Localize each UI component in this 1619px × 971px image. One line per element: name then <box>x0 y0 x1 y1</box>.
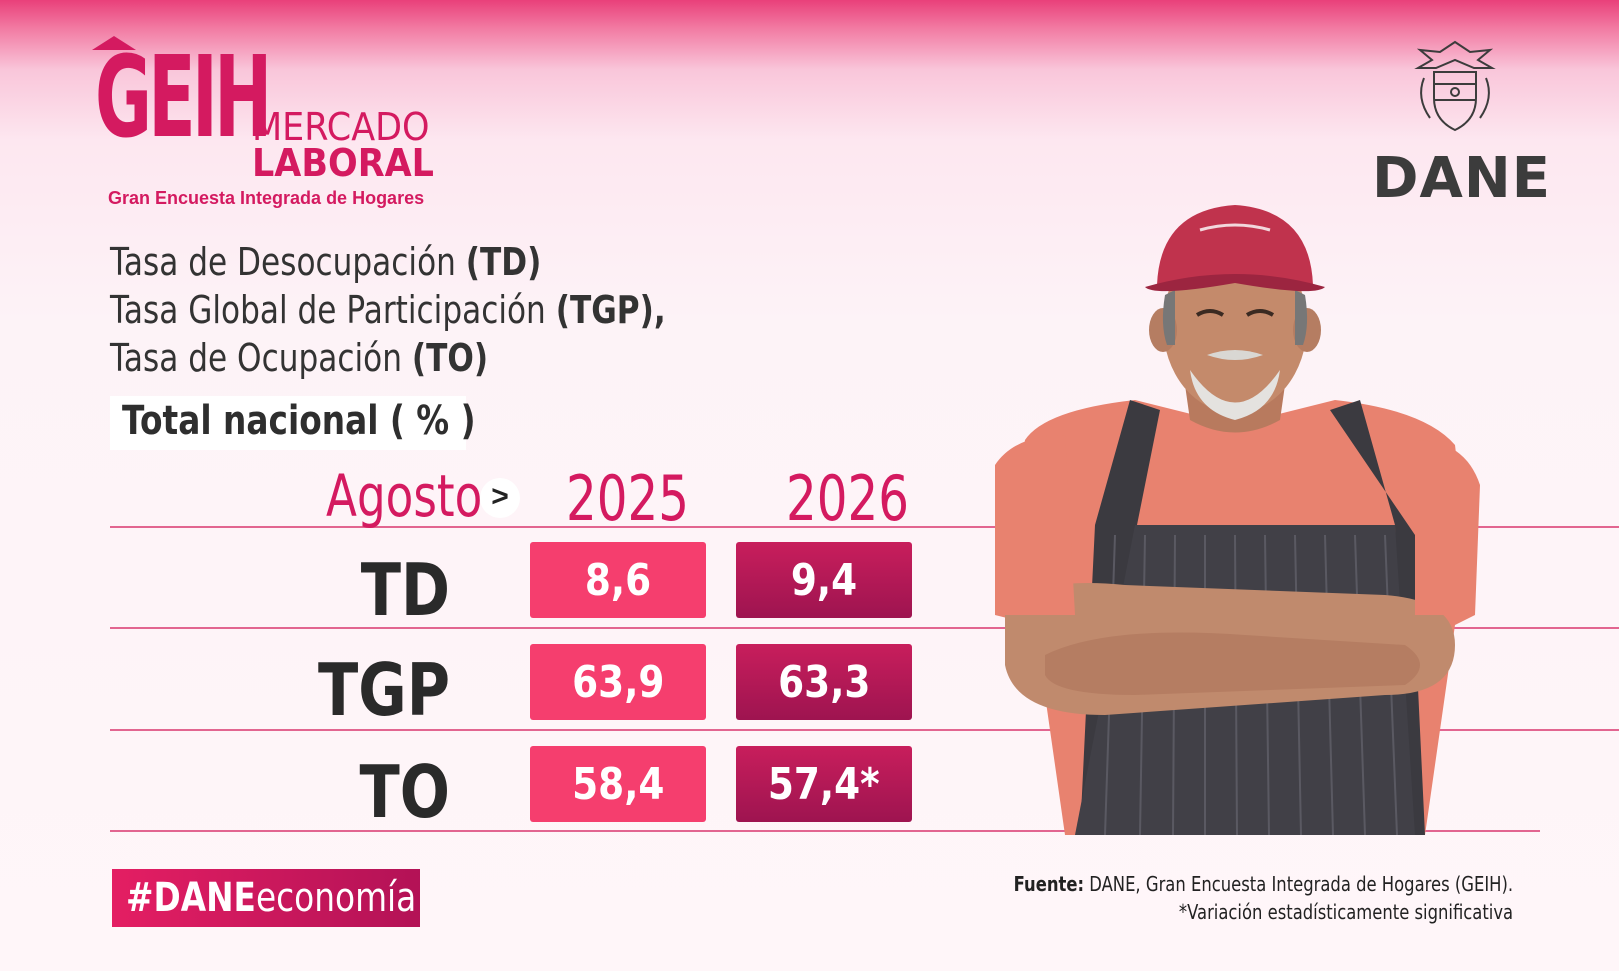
logo-subtitle: Gran Encuesta Integrada de Hogares <box>108 188 425 208</box>
logo-roof-icon <box>92 36 136 50</box>
hashtag-bold: #DANE <box>126 875 256 921</box>
to-2025-value: 58,4 <box>530 746 706 822</box>
hashtag-badge: #DANEeconomía <box>112 869 420 927</box>
period-label: Agosto <box>326 462 483 530</box>
dane-logo-text: DANE <box>1372 146 1551 211</box>
scope-label: Total nacional ( % ) <box>122 398 476 444</box>
year-2026-header: 2026 <box>786 462 910 535</box>
source-note: Fuente: DANE, Gran Encuesta Integrada de… <box>904 870 1513 926</box>
td-2025-value: 8,6 <box>530 542 706 618</box>
tgp-2025-value: 63,9 <box>530 644 706 720</box>
worker-illustration <box>995 205 1480 835</box>
table-rule-1 <box>110 627 1619 629</box>
table-rule-2 <box>110 729 1619 731</box>
row-label-tgp: TGP <box>317 648 450 732</box>
logo-geih: GEIH <box>95 33 272 163</box>
hashtag-rest: economía <box>255 875 417 921</box>
title-line-td: Tasa de Desocupación (TD) <box>110 240 542 284</box>
row-label-td: TD <box>360 548 450 632</box>
tgp-2026-value: 63,3 <box>736 644 912 720</box>
significance-note: *Variación estadísticamente significativ… <box>1178 900 1513 924</box>
logo-laboral: LABORAL <box>252 141 434 185</box>
td-2026-value: 9,4 <box>736 542 912 618</box>
year-2025-header: 2025 <box>566 462 690 535</box>
indicator-title: Tasa de Desocupación (TD) Tasa Global de… <box>110 238 788 382</box>
coat-of-arms-icon <box>1414 40 1496 132</box>
source-line: Fuente: DANE, Gran Encuesta Integrada de… <box>1013 872 1513 896</box>
table-rule-header <box>110 526 1619 528</box>
chevron-right-icon: > <box>480 478 520 518</box>
scope-label-box <box>110 396 466 450</box>
logo-mercado: MERCADO <box>252 105 430 149</box>
table-rule-3 <box>110 830 1540 832</box>
title-line-tgp: Tasa Global de Participación (TGP), <box>110 288 666 332</box>
row-label-to: TO <box>359 750 450 834</box>
to-2026-value: 57,4* <box>736 746 912 822</box>
title-line-to: Tasa de Ocupación (TO) <box>110 336 489 380</box>
